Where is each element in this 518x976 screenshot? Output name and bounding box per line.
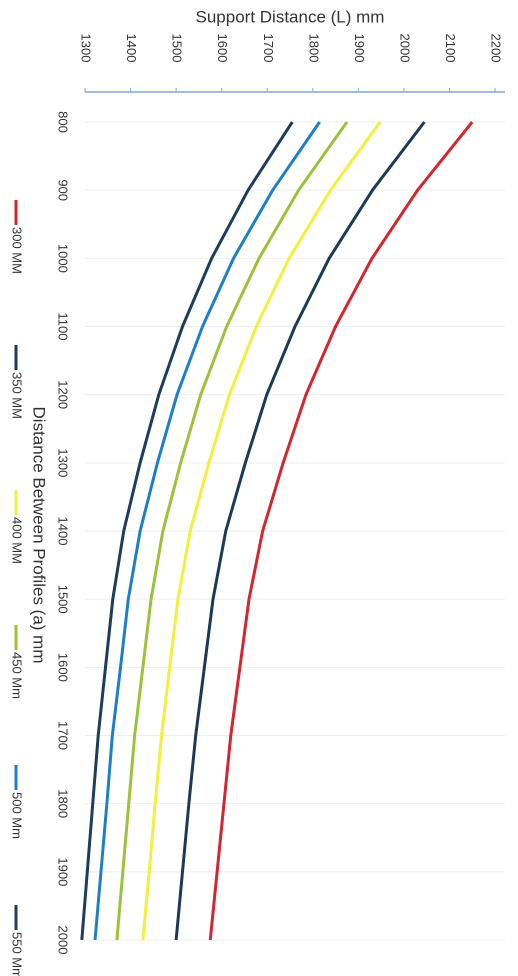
y-tick-label: 1600 — [215, 34, 230, 63]
x-tick-label: 1900 — [56, 857, 71, 886]
x-tick-label: 2000 — [56, 926, 71, 955]
legend-label: 550 Mm — [10, 932, 25, 976]
y-tick-label: 1800 — [306, 34, 321, 63]
x-tick-label: 800 — [56, 111, 71, 133]
x-tick-label: 1600 — [56, 653, 71, 682]
y-tick-label: 2200 — [489, 34, 504, 63]
y-axis-title: Support Distance (L) mm — [196, 7, 385, 26]
x-tick-label: 1200 — [56, 380, 71, 409]
x-tick-label: 1500 — [56, 585, 71, 614]
series-line — [93, 121, 321, 941]
y-tick-label: 2100 — [443, 34, 458, 63]
series-line — [174, 121, 426, 941]
legend-label: 500 Mm — [10, 792, 25, 839]
x-tick-label: 1700 — [56, 721, 71, 750]
x-tick-label: 1800 — [56, 789, 71, 818]
series-line — [141, 121, 382, 941]
y-tick-label: 2000 — [397, 34, 412, 63]
legend-label: 450 Mm — [10, 652, 25, 699]
series-line — [115, 121, 349, 941]
legend-label: 300 MM — [10, 227, 25, 274]
legend-label: 400 MM — [10, 517, 25, 564]
x-axis-title: Distance Between Profiles (a) mm — [30, 407, 49, 664]
x-tick-label: 1400 — [56, 517, 71, 546]
x-tick-label: 1300 — [56, 448, 71, 477]
y-tick-label: 1900 — [352, 34, 367, 63]
legend-label: 350 MM — [10, 372, 25, 419]
y-tick-label: 1700 — [261, 34, 276, 63]
x-tick-label: 1100 — [56, 313, 71, 341]
x-tick-label: 1000 — [56, 244, 71, 273]
series-line — [80, 121, 294, 941]
x-tick-label: 900 — [56, 179, 71, 201]
y-tick-label: 1300 — [79, 34, 94, 63]
series-line — [208, 121, 474, 941]
y-tick-label: 1400 — [124, 34, 139, 63]
y-tick-label: 1500 — [170, 34, 185, 63]
